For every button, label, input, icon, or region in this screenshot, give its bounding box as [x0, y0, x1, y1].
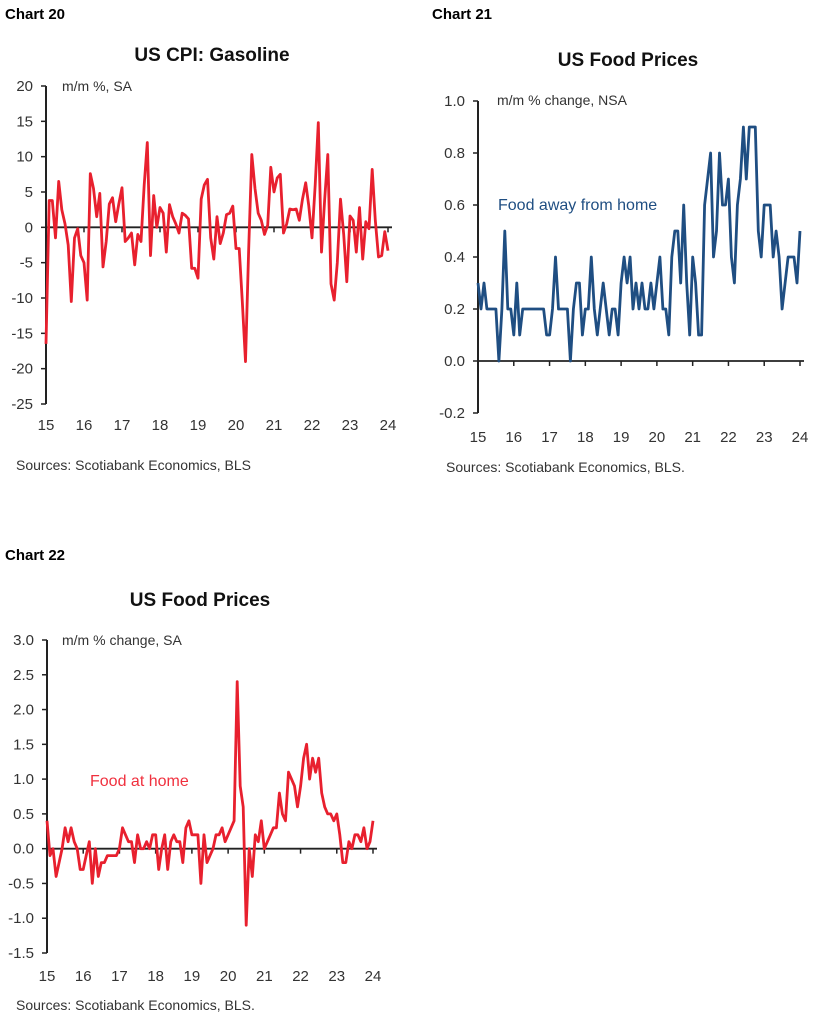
y-tick-label: 0.8: [444, 145, 465, 162]
x-tick-label: 20: [228, 417, 245, 434]
x-tick-label: 15: [39, 968, 56, 985]
x-tick-label: 20: [220, 968, 237, 985]
y-tick-label: 1.5: [13, 736, 34, 753]
x-tick-label: 20: [649, 429, 666, 446]
y-tick-label: 15: [16, 113, 33, 130]
chart-22-number: Chart 22: [5, 547, 66, 564]
chart-20-title: US CPI: Gasoline: [134, 45, 290, 66]
x-tick-label: 15: [38, 417, 55, 434]
y-tick-label: 0.0: [444, 353, 465, 370]
y-tick-label: 20: [16, 78, 33, 95]
y-tick-label: 5: [25, 184, 33, 201]
x-tick-label: 16: [75, 968, 92, 985]
y-tick-label: -5: [20, 255, 33, 272]
y-tick-label: -1.5: [8, 945, 34, 962]
y-tick-label: -20: [11, 361, 33, 378]
y-tick-label: 0.2: [444, 301, 465, 318]
y-tick-label: 0.5: [13, 806, 34, 823]
x-tick-label: 21: [256, 968, 273, 985]
y-tick-label: -0.2: [439, 405, 465, 422]
y-tick-label: -15: [11, 325, 33, 342]
y-tick-label: 1.0: [444, 93, 465, 110]
chart-20-unit: m/m %, SA: [62, 78, 133, 94]
x-tick-label: 15: [470, 429, 487, 446]
chart-22-title: US Food Prices: [129, 590, 271, 611]
chart-21-number: Chart 21: [432, 6, 493, 23]
x-tick-label: 23: [328, 968, 345, 985]
x-tick-label: 24: [365, 968, 382, 985]
x-tick-label: 24: [792, 429, 809, 446]
y-tick-label: 10: [16, 149, 33, 166]
x-tick-label: 17: [111, 968, 128, 985]
chart-21-series-label: Food away from home: [498, 197, 658, 214]
x-tick-label: 18: [147, 968, 164, 985]
chart-21-source: Sources: Scotiabank Economics, BLS.: [446, 459, 685, 475]
x-tick-label: 19: [190, 417, 207, 434]
y-tick-label: 2.0: [13, 702, 34, 719]
chart-20-number: Chart 20: [5, 6, 66, 23]
series-line: [476, 125, 802, 363]
series-line: [45, 680, 375, 927]
chart-21-unit: m/m % change, NSA: [497, 92, 627, 108]
y-tick-label: 0.6: [444, 197, 465, 214]
y-tick-label: 2.5: [13, 667, 34, 684]
x-tick-label: 23: [342, 417, 359, 434]
chart-22-series-label: Food at home: [90, 773, 189, 790]
x-tick-label: 23: [756, 429, 773, 446]
chart-20-source: Sources: Scotiabank Economics, BLS: [16, 457, 252, 473]
chart-22-unit: m/m % change, SA: [62, 632, 182, 648]
x-tick-label: 19: [613, 429, 630, 446]
y-tick-label: -25: [11, 396, 33, 413]
y-tick-label: 1.0: [13, 771, 34, 788]
y-tick-label: 0.0: [13, 841, 34, 858]
x-tick-label: 22: [720, 429, 737, 446]
y-tick-label: 3.0: [13, 632, 34, 649]
series-line: [44, 121, 390, 364]
y-tick-label: -1.0: [8, 910, 34, 927]
y-tick-label: -10: [11, 290, 33, 307]
x-tick-label: 17: [541, 429, 558, 446]
x-tick-label: 22: [292, 968, 309, 985]
x-tick-label: 21: [684, 429, 701, 446]
x-tick-label: 24: [380, 417, 397, 434]
x-tick-label: 21: [266, 417, 283, 434]
x-tick-label: 16: [505, 429, 522, 446]
y-tick-label: 0: [25, 219, 33, 236]
x-tick-label: 22: [304, 417, 321, 434]
x-tick-label: 18: [152, 417, 169, 434]
chart-22-source: Sources: Scotiabank Economics, BLS.: [16, 997, 255, 1013]
x-tick-label: 16: [76, 417, 93, 434]
chart-21-title: US Food Prices: [557, 50, 699, 71]
x-tick-label: 18: [577, 429, 594, 446]
x-tick-label: 19: [184, 968, 201, 985]
x-tick-label: 17: [114, 417, 131, 434]
y-tick-label: -0.5: [8, 875, 34, 892]
y-tick-label: 0.4: [444, 249, 465, 266]
